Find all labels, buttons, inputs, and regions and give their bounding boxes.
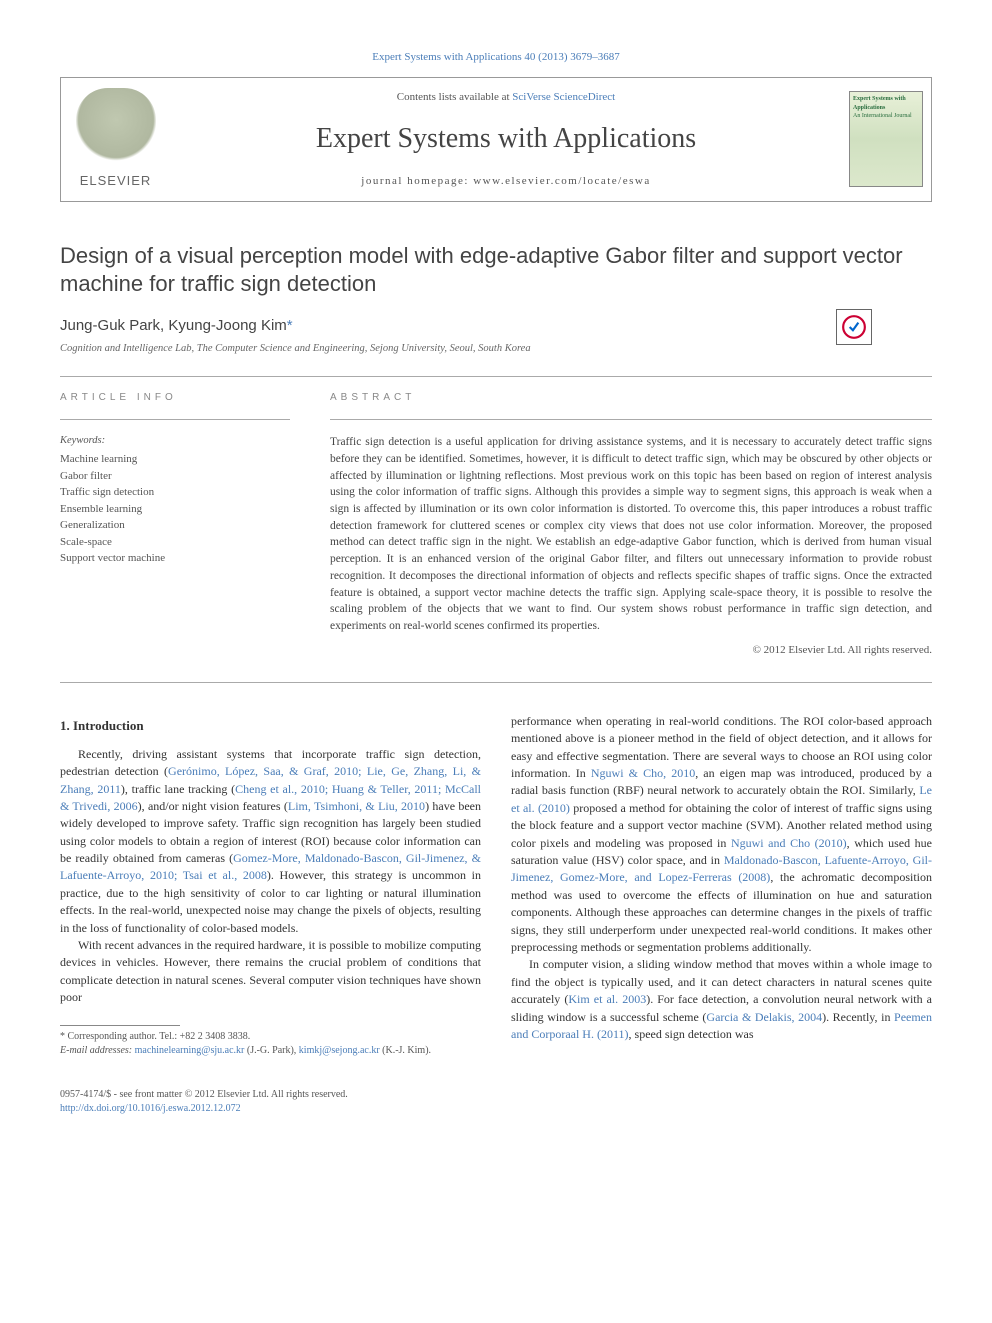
keyword: Generalization: [60, 517, 290, 534]
email-link[interactable]: kimkj@sejong.ac.kr: [299, 1045, 380, 1056]
body-text: ). Recently, in: [822, 1010, 894, 1024]
section-heading-1: 1. Introduction: [60, 717, 481, 736]
article-title: Design of a visual perception model with…: [60, 242, 932, 299]
email-note: E-mail addresses: machinelearning@sju.ac…: [60, 1044, 481, 1058]
keyword: Traffic sign detection: [60, 484, 290, 501]
article-info-label: ARTICLE INFO: [60, 391, 290, 405]
citation[interactable]: Kim et al. 2003: [568, 992, 646, 1006]
keyword: Support vector machine: [60, 550, 290, 567]
body-paragraph: In computer vision, a sliding window met…: [511, 956, 932, 1043]
abstract-label: ABSTRACT: [330, 391, 932, 405]
body-paragraph: With recent advances in the required har…: [60, 937, 481, 1007]
crossmark-icon[interactable]: [836, 309, 872, 345]
cover-subtitle: An International Journal: [853, 112, 919, 120]
keywords-label: Keywords:: [60, 434, 290, 449]
divider-info: [60, 419, 290, 420]
corresponding-note: * Corresponding author. Tel.: +82 2 3408…: [60, 1030, 481, 1044]
footnote-block: * Corresponding author. Tel.: +82 2 3408…: [60, 1030, 481, 1058]
authors-line: Jung-Guk Park, Kyung-Joong Kim*: [60, 315, 932, 336]
publisher-name: ELSEVIER: [80, 172, 152, 190]
citation[interactable]: Nguwi & Cho, 2010: [591, 766, 695, 780]
abstract-block: ABSTRACT Traffic sign detection is a use…: [330, 391, 932, 657]
keyword: Machine learning: [60, 451, 290, 468]
body-paragraph: Recently, driving assistant systems that…: [60, 746, 481, 937]
contents-prefix: Contents lists available at: [397, 91, 512, 103]
journal-cover-thumb: Expert Systems with Applications An Inte…: [849, 91, 923, 187]
affiliation: Cognition and Intelligence Lab, The Comp…: [60, 342, 932, 357]
body-text: , speed sign detection was: [629, 1027, 754, 1041]
citation[interactable]: Nguwi and Cho (2010): [731, 836, 847, 850]
journal-homepage: journal homepage: www.elsevier.com/locat…: [191, 174, 821, 189]
keyword: Gabor filter: [60, 468, 290, 485]
journal-header: ELSEVIER Contents lists available at Sci…: [60, 77, 932, 201]
doi-link[interactable]: http://dx.doi.org/10.1016/j.eswa.2012.12…: [60, 1103, 241, 1114]
keywords-list: Machine learning Gabor filter Traffic si…: [60, 451, 290, 567]
email-link[interactable]: machinelearning@sju.ac.kr: [135, 1045, 245, 1056]
citation[interactable]: Garcia & Delakis, 2004: [706, 1010, 822, 1024]
divider-bottom: [60, 682, 932, 683]
email-label: E-mail addresses:: [60, 1045, 132, 1056]
journal-title: Expert Systems with Applications: [191, 119, 821, 158]
body-text: ), traffic lane tracking (: [121, 782, 235, 796]
email-who: (K.-J. Kim).: [382, 1045, 431, 1056]
corresponding-mark: *: [287, 317, 293, 334]
footer-left: 0957-4174/$ - see front matter © 2012 El…: [60, 1088, 348, 1116]
body-text: ), and/or night vision features (: [138, 799, 288, 813]
article-info-block: ARTICLE INFO Keywords: Machine learning …: [60, 391, 290, 657]
publisher-logo-cell: ELSEVIER: [61, 78, 171, 200]
body-paragraph: performance when operating in real-world…: [511, 713, 932, 956]
email-who: (J.-G. Park),: [247, 1045, 296, 1056]
divider-top: [60, 376, 932, 377]
cover-title: Expert Systems with Applications: [853, 95, 919, 112]
header-center: Contents lists available at SciVerse Sci…: [171, 78, 841, 200]
abstract-text: Traffic sign detection is a useful appli…: [330, 434, 932, 634]
keyword: Ensemble learning: [60, 501, 290, 518]
authors: Jung-Guk Park, Kyung-Joong Kim: [60, 317, 287, 334]
contents-line: Contents lists available at SciVerse Sci…: [191, 90, 821, 105]
body-columns: 1. Introduction Recently, driving assist…: [60, 713, 932, 1058]
cover-thumbnail-cell: Expert Systems with Applications An Inte…: [841, 78, 931, 200]
page-footer: 0957-4174/$ - see front matter © 2012 El…: [60, 1088, 932, 1116]
journal-ref-line: Expert Systems with Applications 40 (201…: [60, 50, 932, 65]
footnote-separator: [60, 1025, 180, 1026]
elsevier-tree-icon: [76, 88, 156, 168]
issn-line: 0957-4174/$ - see front matter © 2012 El…: [60, 1088, 348, 1102]
keyword: Scale-space: [60, 534, 290, 551]
sciencedirect-link[interactable]: SciVerse ScienceDirect: [512, 91, 615, 103]
divider-abstract: [330, 419, 932, 420]
abstract-copyright: © 2012 Elsevier Ltd. All rights reserved…: [330, 643, 932, 658]
meta-row: ARTICLE INFO Keywords: Machine learning …: [60, 391, 932, 657]
citation[interactable]: Lim, Tsimhoni, & Liu, 2010: [288, 799, 425, 813]
